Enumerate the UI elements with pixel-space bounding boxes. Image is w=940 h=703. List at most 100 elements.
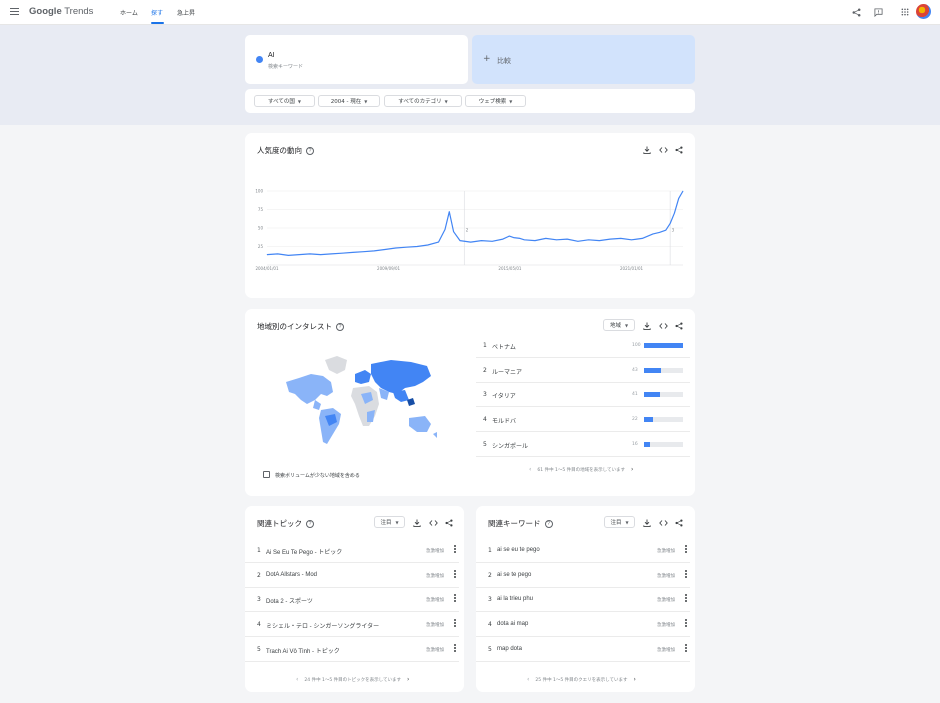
chevron-left-icon[interactable]: ‹ bbox=[296, 676, 299, 683]
share-icon[interactable] bbox=[674, 145, 684, 155]
related-topic-row[interactable]: 1 Ai Se Eu Te Pego - トピック 急激増加 bbox=[245, 539, 459, 563]
related-topic-row[interactable]: 5 Trach Ai Vô Tình - トピック 急激増加 bbox=[245, 638, 459, 662]
region-row[interactable]: 5 シンガポール 16 bbox=[476, 433, 690, 457]
account-avatar[interactable] bbox=[916, 4, 931, 19]
more-vert-icon[interactable] bbox=[685, 619, 688, 629]
logo-google-text: Google bbox=[29, 6, 62, 17]
search-term-card[interactable]: AI 検索キーワード bbox=[245, 35, 468, 84]
section-title-text: 関連キーワード bbox=[488, 519, 541, 528]
data-point bbox=[599, 240, 600, 241]
help-icon[interactable]: ? bbox=[336, 323, 344, 332]
region-bar-track bbox=[644, 343, 683, 348]
share-icon[interactable] bbox=[444, 518, 454, 528]
related-topics-select[interactable]: 注目 ▼ bbox=[374, 516, 405, 528]
row-rank: 1 bbox=[488, 547, 492, 554]
section-title-text: 人気度の動向 bbox=[257, 146, 302, 155]
row-name[interactable]: DotA Allstars - Mod bbox=[266, 572, 318, 578]
region-row[interactable]: 3 イタリア 41 bbox=[476, 383, 690, 407]
chevron-right-icon[interactable]: › bbox=[407, 676, 410, 683]
filter-time-range[interactable]: 2004 - 現在 ▼ bbox=[318, 95, 380, 107]
search-term[interactable]: AI bbox=[268, 52, 275, 59]
google-trends-logo[interactable]: Google Trends bbox=[29, 6, 93, 17]
related-query-row[interactable]: 3 ai la trieu phu 急激増加 bbox=[476, 588, 690, 612]
filter-category[interactable]: すべてのカテゴリ ▼ bbox=[384, 95, 462, 107]
more-vert-icon[interactable] bbox=[454, 644, 457, 654]
download-icon[interactable] bbox=[642, 145, 652, 155]
embed-code-icon[interactable] bbox=[658, 321, 668, 331]
chevron-left-icon[interactable]: ‹ bbox=[527, 676, 530, 683]
row-name[interactable]: dota ai map bbox=[497, 621, 529, 627]
more-vert-icon[interactable] bbox=[685, 570, 688, 580]
more-vert-icon[interactable] bbox=[685, 545, 688, 555]
embed-code-icon[interactable] bbox=[428, 518, 438, 528]
nav-explore[interactable]: 探す bbox=[151, 11, 164, 17]
help-icon[interactable]: ? bbox=[306, 520, 314, 529]
row-name[interactable]: ai se te pego bbox=[497, 572, 532, 578]
share-icon[interactable] bbox=[850, 6, 862, 18]
more-vert-icon[interactable] bbox=[685, 594, 688, 604]
data-point bbox=[341, 252, 343, 254]
embed-code-icon[interactable] bbox=[658, 145, 668, 155]
related-topic-row[interactable]: 4 ミシェル・テロ - シンガーソングライター 急激増加 bbox=[245, 613, 459, 637]
x-tick-label: 2009/09/01 bbox=[377, 266, 401, 271]
row-name[interactable]: ai se eu te pego bbox=[497, 547, 540, 553]
download-icon[interactable] bbox=[642, 321, 652, 331]
filter-search-type[interactable]: ウェブ検索 ▼ bbox=[465, 95, 526, 107]
more-vert-icon[interactable] bbox=[454, 570, 457, 580]
row-name[interactable]: Ai Se Eu Te Pego - トピック bbox=[266, 550, 343, 556]
more-vert-icon[interactable] bbox=[454, 594, 457, 604]
more-vert-icon[interactable] bbox=[454, 545, 457, 555]
row-name[interactable]: ミシェル・テロ - シンガーソングライター bbox=[266, 624, 380, 630]
chevron-left-icon[interactable]: ‹ bbox=[529, 466, 532, 473]
map-south-america[interactable] bbox=[319, 408, 341, 444]
map-europe-africa[interactable] bbox=[351, 370, 379, 426]
data-point bbox=[524, 239, 525, 241]
dropdown-caret-icon: ▼ bbox=[624, 322, 629, 328]
map-oceania[interactable] bbox=[409, 416, 437, 438]
compare-button[interactable]: + 比較 bbox=[472, 35, 695, 84]
nav-home[interactable]: ホーム bbox=[120, 11, 138, 17]
region-row[interactable]: 1 ベトナム 100 bbox=[476, 334, 690, 358]
download-icon[interactable] bbox=[412, 518, 422, 528]
related-topic-row[interactable]: 2 DotA Allstars - Mod 急激増加 bbox=[245, 564, 459, 588]
related-query-row[interactable]: 1 ai se eu te pego 急激増加 bbox=[476, 539, 690, 563]
low-volume-checkbox[interactable] bbox=[263, 471, 270, 478]
region-row[interactable]: 4 モルドバ 22 bbox=[476, 408, 690, 432]
help-icon[interactable]: ? bbox=[306, 147, 314, 156]
embed-code-icon[interactable] bbox=[658, 518, 668, 528]
download-icon[interactable] bbox=[642, 518, 652, 528]
related-query-row[interactable]: 2 ai se te pego 急激増加 bbox=[476, 564, 690, 588]
row-badge: 急激増加 bbox=[657, 623, 675, 628]
row-name[interactable]: map dota bbox=[497, 646, 523, 652]
region-rank: 2 bbox=[483, 367, 487, 374]
related-query-row[interactable]: 5 map dota 急激増加 bbox=[476, 638, 690, 662]
related-query-row[interactable]: 4 dota ai map 急激増加 bbox=[476, 613, 690, 637]
share-icon[interactable] bbox=[674, 321, 684, 331]
related-queries-select[interactable]: 注目 ▼ bbox=[604, 516, 635, 528]
region-level-select[interactable]: 地域 ▼ bbox=[603, 319, 635, 331]
hamburger-menu-icon[interactable] bbox=[10, 8, 19, 16]
row-name[interactable]: Dota 2 - スポーツ bbox=[266, 599, 313, 605]
map-north-america[interactable] bbox=[286, 356, 347, 410]
row-badge: 急激増加 bbox=[426, 598, 444, 603]
share-icon[interactable] bbox=[674, 518, 684, 528]
help-icon[interactable]: ? bbox=[544, 520, 553, 529]
nav-trending[interactable]: 急上昇 bbox=[177, 11, 196, 17]
apps-grid-icon[interactable] bbox=[899, 6, 911, 18]
related-topic-row[interactable]: 3 Dota 2 - スポーツ 急激増加 bbox=[245, 588, 459, 612]
region-row[interactable]: 2 ルーマニア 43 bbox=[476, 359, 690, 383]
filter-country[interactable]: すべての国 ▼ bbox=[254, 95, 315, 107]
feedback-icon[interactable] bbox=[872, 6, 884, 18]
data-point bbox=[453, 231, 454, 232]
chevron-right-icon[interactable]: › bbox=[633, 676, 636, 683]
row-name[interactable]: ai la trieu phu bbox=[497, 596, 534, 602]
map-asia[interactable] bbox=[371, 360, 431, 406]
interest-over-time-chart[interactable]: 100 75 50 25 2004/01/01 2009/09/01 2015/05/01 2… bbox=[245, 133, 695, 298]
row-badge: 急激増加 bbox=[657, 598, 675, 603]
related-queries-pager: ‹ 25 件中 1～5 件目のクエリを表示しています › bbox=[527, 676, 636, 683]
chevron-right-icon[interactable]: › bbox=[631, 466, 634, 473]
more-vert-icon[interactable] bbox=[685, 644, 688, 654]
more-vert-icon[interactable] bbox=[454, 619, 457, 629]
world-map[interactable] bbox=[281, 352, 441, 452]
row-name[interactable]: Trach Ai Vô Tình - トピック bbox=[266, 649, 340, 655]
